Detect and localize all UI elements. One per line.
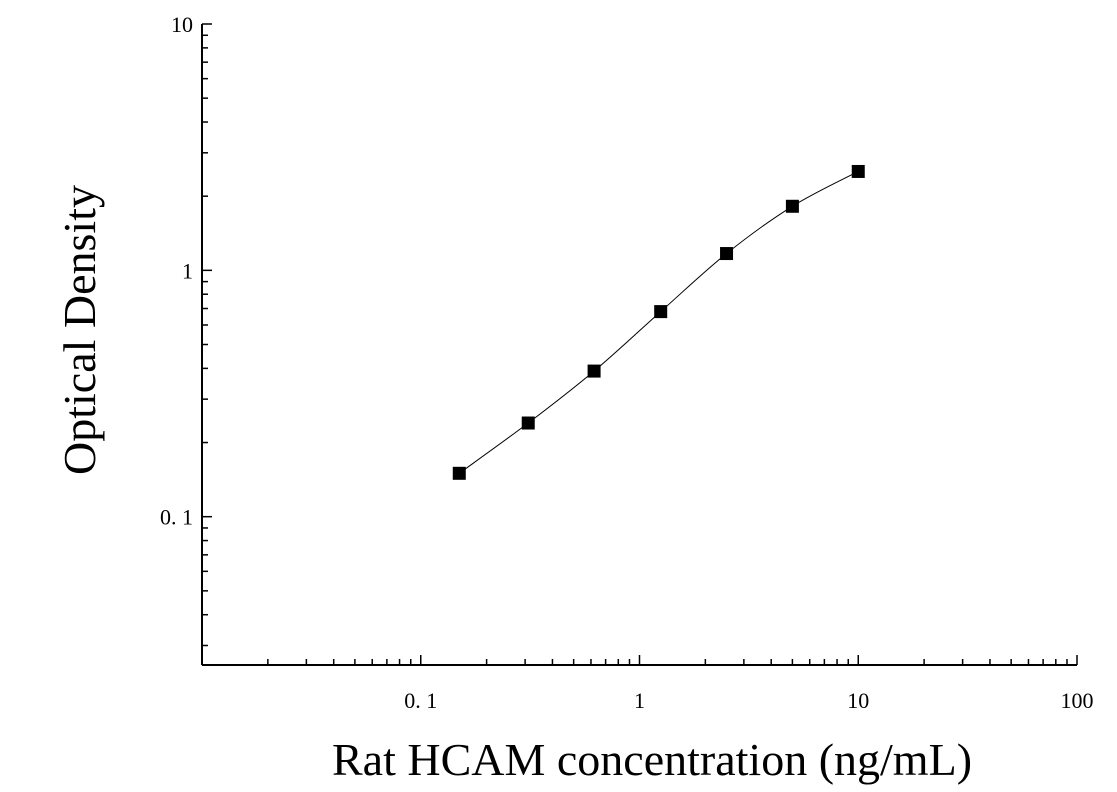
data-point xyxy=(587,364,601,378)
data-points xyxy=(452,164,865,480)
data-point xyxy=(851,164,865,178)
data-point xyxy=(654,305,668,319)
y-ticks xyxy=(202,23,212,647)
x-axis-title: Rat HCAM concentration (ng/mL) xyxy=(332,734,972,785)
y-axis-title: Optical Density xyxy=(54,185,105,475)
y-tick-label: 10 xyxy=(171,12,193,37)
y-tick-label: 1 xyxy=(182,258,193,283)
x-tick-label: 100 xyxy=(1061,688,1094,713)
axes xyxy=(201,24,1077,666)
x-tick-label: 0. 1 xyxy=(404,688,437,713)
y-tick-labels: 10 1 0. 1 xyxy=(160,12,193,530)
fit-curve xyxy=(458,171,859,474)
data-point xyxy=(521,416,535,430)
y-tick-label: 0. 1 xyxy=(160,505,193,530)
x-tick-label: 1 xyxy=(634,688,645,713)
x-tick-label: 10 xyxy=(847,688,869,713)
data-point xyxy=(785,199,799,213)
data-point xyxy=(452,466,466,480)
x-tick-labels: 0. 1 1 10 100 xyxy=(404,688,1093,713)
data-point xyxy=(720,247,734,261)
x-ticks xyxy=(201,655,1078,665)
